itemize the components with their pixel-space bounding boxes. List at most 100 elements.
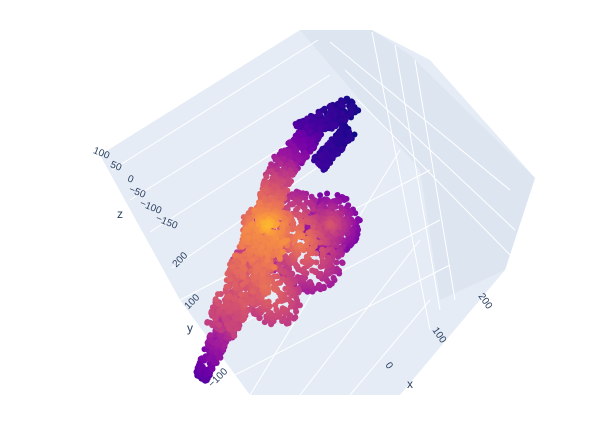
- data-point: [221, 342, 228, 348]
- data-point: [207, 332, 214, 339]
- data-point: [324, 141, 331, 148]
- data-point: [227, 276, 234, 283]
- data-point: [265, 241, 272, 248]
- x-tick-label: 0: [383, 360, 395, 371]
- data-point: [228, 320, 235, 326]
- data-point: [259, 278, 266, 285]
- data-point: [303, 123, 310, 130]
- data-point: [336, 141, 343, 148]
- data-point: [199, 363, 206, 370]
- data-point: [267, 194, 274, 201]
- data-point: [225, 301, 232, 307]
- data-point: [245, 234, 252, 241]
- data-point: [209, 344, 216, 351]
- data-point: [273, 306, 280, 313]
- data-point: [339, 146, 346, 152]
- data-point: [282, 285, 289, 292]
- data-point: [264, 223, 271, 229]
- data-point: [302, 274, 309, 281]
- data-point: [265, 298, 272, 305]
- data-point: [232, 304, 239, 311]
- data-point: [293, 207, 299, 214]
- axis-titles: z y x: [117, 207, 413, 391]
- data-point: [261, 238, 268, 244]
- data-point: [346, 128, 353, 135]
- data-point: [286, 139, 293, 146]
- data-point: [327, 221, 334, 228]
- data-point: [322, 148, 329, 155]
- data-point: [259, 243, 266, 250]
- data-point: [324, 254, 331, 261]
- data-point: [242, 291, 249, 298]
- data-point: [254, 262, 261, 269]
- data-point: [329, 153, 336, 160]
- data-point: [316, 281, 322, 288]
- data-point: [256, 314, 263, 321]
- data-point: [324, 155, 331, 162]
- data-point: [293, 123, 300, 130]
- data-point: [334, 135, 341, 142]
- data-point: [249, 296, 256, 303]
- data-point: [249, 288, 256, 295]
- x-axis-title: x: [407, 377, 413, 391]
- data-point: [303, 242, 310, 249]
- data-point: [238, 291, 245, 298]
- data-point: [271, 264, 278, 271]
- data-point: [233, 315, 240, 322]
- data-point: [215, 300, 221, 307]
- data-point: [240, 258, 247, 264]
- data-point: [324, 190, 331, 197]
- data-point: [214, 340, 221, 347]
- data-point: [263, 249, 270, 256]
- data-point: [232, 252, 238, 259]
- data-point: [287, 303, 294, 310]
- data-point: [217, 354, 224, 361]
- data-point: [212, 296, 219, 303]
- data-point: [345, 235, 352, 242]
- data-point: [337, 129, 344, 136]
- data-point: [331, 149, 337, 156]
- data-point: [324, 267, 331, 274]
- data-point: [276, 254, 283, 261]
- data-point: [226, 308, 233, 315]
- data-point: [240, 271, 247, 278]
- data-point: [279, 305, 286, 312]
- data-point: [204, 319, 211, 325]
- data-point: [317, 192, 324, 199]
- data-point: [226, 293, 233, 300]
- data-point: [294, 131, 301, 137]
- data-point: [246, 227, 252, 234]
- data-point: [256, 200, 263, 207]
- grid-line-11: [299, 239, 421, 396]
- data-point: [261, 283, 268, 290]
- data-point: [231, 294, 238, 301]
- data-point: [215, 291, 221, 298]
- grid-line-6: [357, 99, 521, 266]
- data-point: [277, 161, 284, 167]
- data-point: [252, 274, 259, 281]
- data-point: [248, 222, 255, 229]
- data-point: [226, 325, 233, 332]
- grid-line-1: [129, 74, 331, 201]
- data-point: [302, 218, 309, 225]
- data-point: [289, 276, 296, 283]
- y-axis-title: y: [187, 321, 193, 335]
- data-point: [286, 289, 292, 296]
- data-point: [232, 281, 239, 288]
- data-point: [316, 125, 323, 131]
- data-point: [347, 110, 354, 117]
- data-point: [259, 207, 266, 213]
- data-point: [249, 256, 256, 263]
- data-point: [315, 134, 322, 141]
- data-point: [330, 122, 337, 129]
- data-point: [221, 310, 228, 317]
- data-point: [209, 365, 216, 372]
- data-point: [259, 271, 265, 278]
- data-point: [324, 161, 330, 168]
- data-point: [305, 229, 312, 236]
- data-point: [270, 283, 277, 290]
- data-point: [338, 97, 345, 104]
- data-point: [292, 305, 299, 312]
